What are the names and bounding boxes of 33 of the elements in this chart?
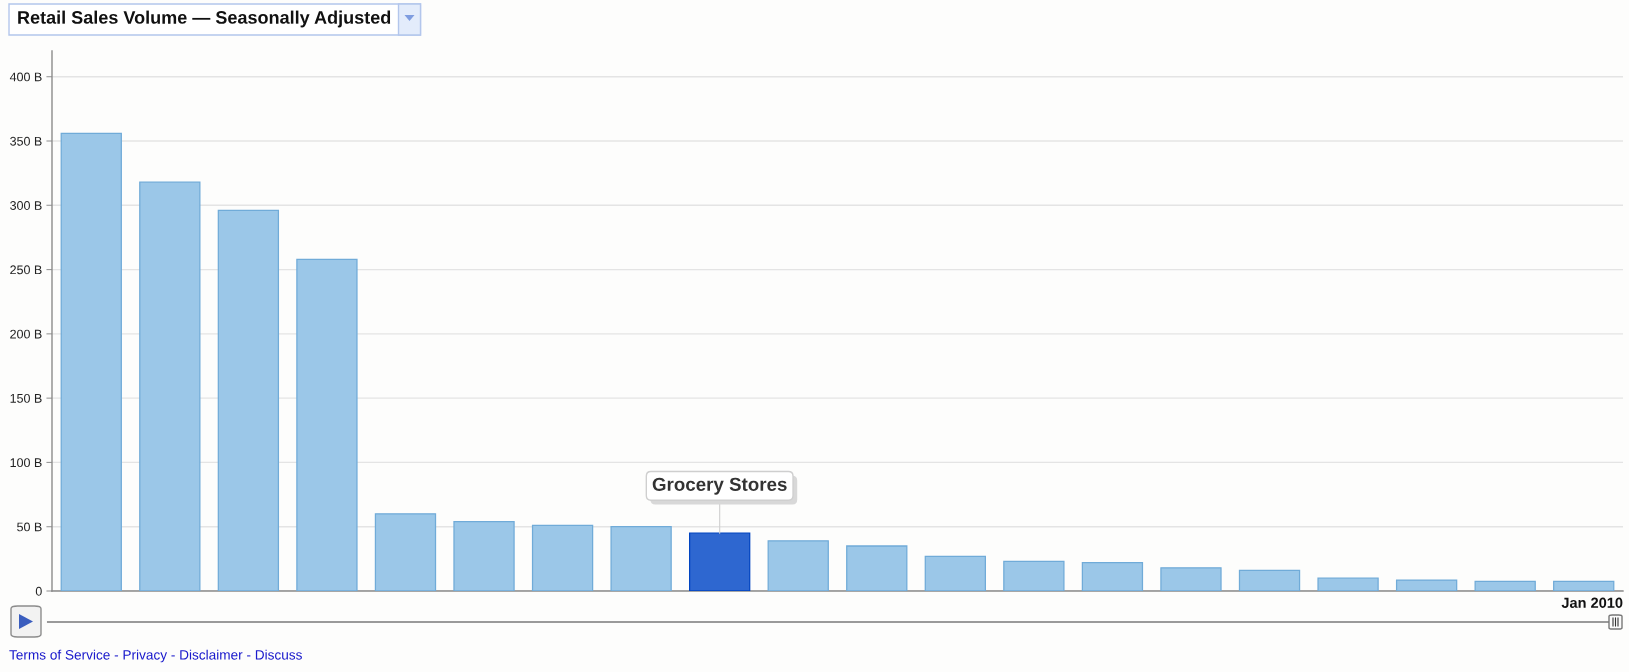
bar [1474,580,1536,591]
bar [846,545,908,591]
y-tick-label: 250 B [10,265,42,275]
bar [531,524,594,591]
bar [1395,579,1458,591]
bar [139,181,201,591]
bar [924,555,986,591]
y-tick-label: 300 B [10,201,42,210]
y-tick-label: 400 B [9,72,42,82]
chart-title: Retail Sales Volume — Seasonally Adjusted [18,10,391,28]
bar [1081,562,1144,591]
bar [296,258,358,591]
bar [60,132,122,591]
text: Jan 2010 [1561,597,1623,608]
y-tick-label: 50 B [17,522,42,532]
bar [374,513,437,591]
bar [1553,580,1615,591]
text: Terms of Service - Privacy - Disclaimer - Discuss [9,649,302,663]
bar [217,209,280,591]
y-tick-label: 350 B [10,136,42,146]
y-tick-label: 150 B [10,393,42,403]
bar [767,540,829,591]
bar [610,526,672,591]
bar [1238,569,1301,591]
bar [1317,577,1379,591]
bar [1003,560,1065,591]
bar [453,520,515,591]
bar [1160,567,1222,591]
x-tick-label: Grocery Stores [652,477,787,495]
y-tick-label: 0 [35,586,42,596]
y-tick-label: 200 B [10,329,42,339]
bar [689,532,751,591]
y-tick-label: 100 B [10,458,42,468]
